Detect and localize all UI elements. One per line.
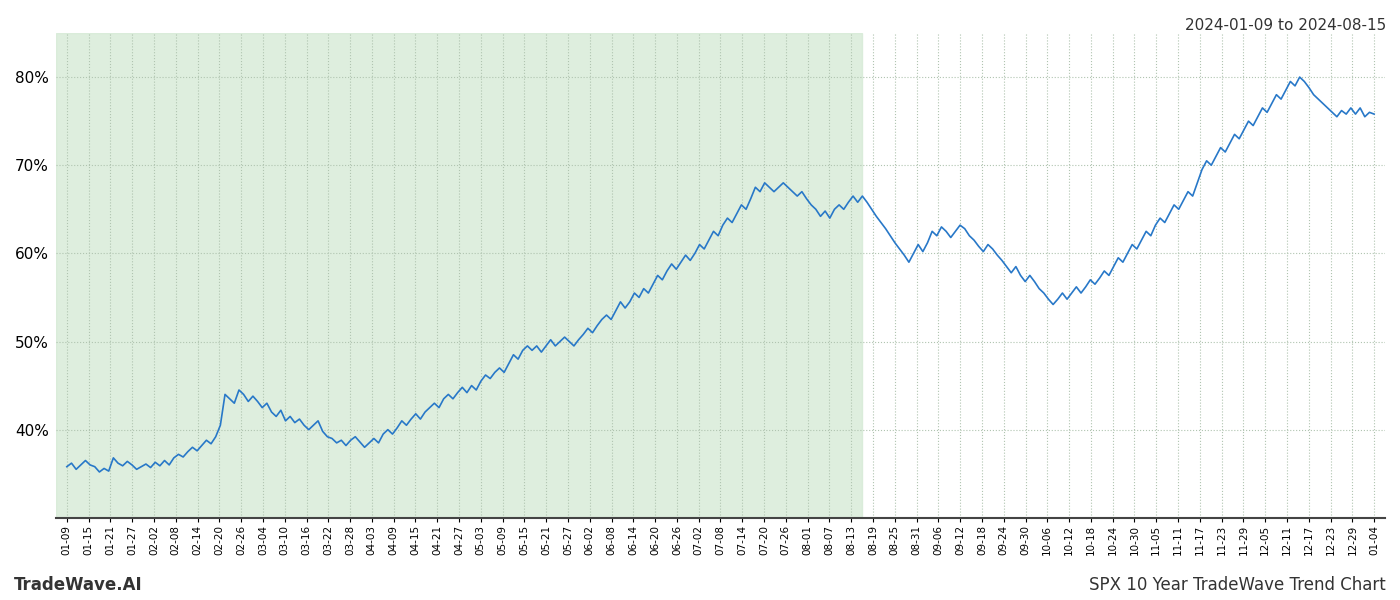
Text: SPX 10 Year TradeWave Trend Chart: SPX 10 Year TradeWave Trend Chart — [1089, 576, 1386, 594]
Bar — [56, 33, 862, 518]
Text: 2024-01-09 to 2024-08-15: 2024-01-09 to 2024-08-15 — [1184, 18, 1386, 33]
Text: TradeWave.AI: TradeWave.AI — [14, 576, 143, 594]
